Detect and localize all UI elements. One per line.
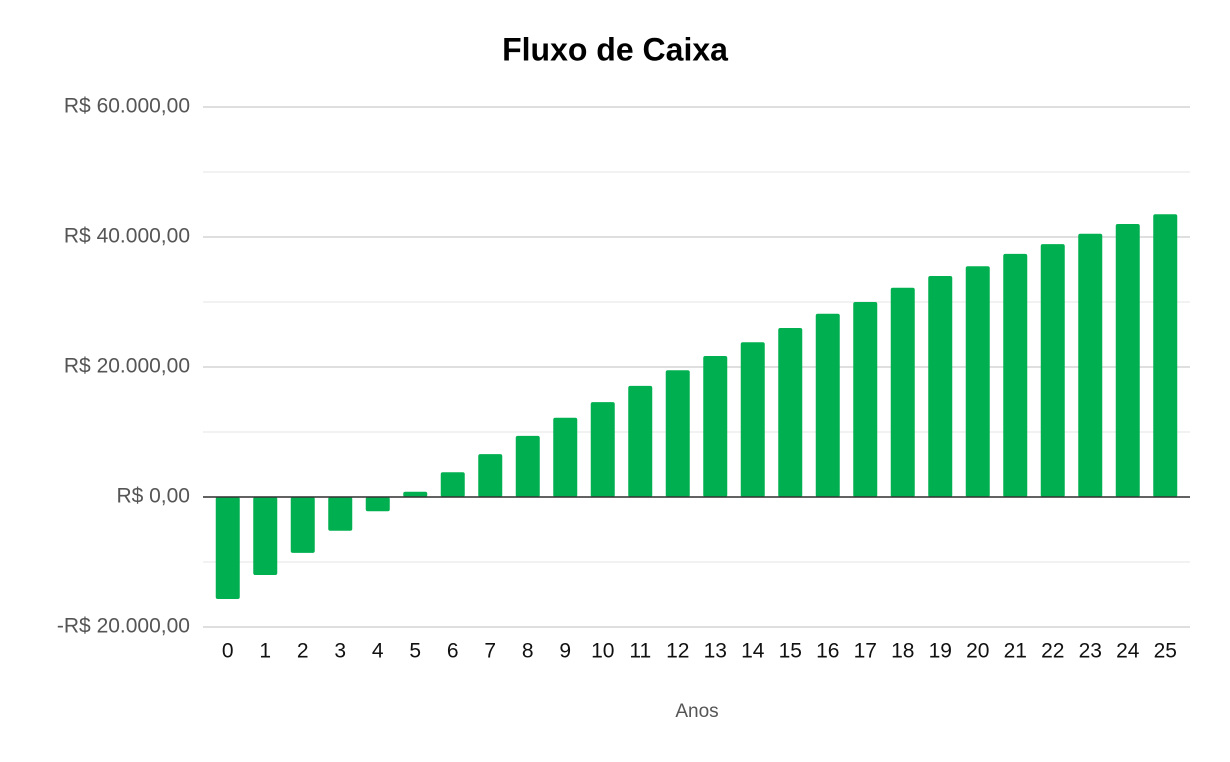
x-tick-label: 4 <box>372 640 384 663</box>
bar <box>215 497 240 600</box>
bar <box>778 328 803 497</box>
bar <box>703 355 728 497</box>
x-tick-label: 8 <box>522 640 534 663</box>
x-tick-label: 17 <box>854 640 877 663</box>
bar <box>590 402 615 497</box>
x-tick-label: 5 <box>409 640 421 663</box>
bar <box>1003 253 1028 497</box>
x-tick-label: 14 <box>741 640 765 663</box>
y-tick-label: R$ 0,00 <box>116 485 190 508</box>
bar <box>403 491 428 497</box>
bar <box>553 417 578 497</box>
y-tick-label: R$ 20.000,00 <box>64 355 190 378</box>
x-tick-label: 16 <box>816 640 839 663</box>
x-tick-label: 24 <box>1116 640 1140 663</box>
bar <box>328 497 353 531</box>
bar <box>1115 224 1140 497</box>
bar <box>740 342 765 497</box>
bar <box>965 266 990 497</box>
x-tick-label: 0 <box>222 640 234 663</box>
x-axis-label: Anos <box>675 701 718 722</box>
bar <box>515 435 540 497</box>
x-tick-label: 6 <box>447 640 459 663</box>
y-tick-label: R$ 60.000,00 <box>64 95 190 118</box>
x-tick-label: 12 <box>666 640 689 663</box>
x-tick-label: 7 <box>484 640 496 663</box>
bar <box>365 497 390 512</box>
bar <box>1040 244 1065 497</box>
x-tick-label: 23 <box>1079 640 1102 663</box>
x-tick-label: 20 <box>966 640 989 663</box>
bar <box>890 287 915 497</box>
x-tick-label: 13 <box>704 640 727 663</box>
x-tick-label: 15 <box>779 640 802 663</box>
bar <box>815 313 840 497</box>
y-tick-label: -R$ 20.000,00 <box>57 615 190 638</box>
x-tick-label: 18 <box>891 640 914 663</box>
bar <box>253 497 278 575</box>
x-tick-label: 22 <box>1041 640 1064 663</box>
x-tick-label: 10 <box>591 640 614 663</box>
bar <box>440 472 465 497</box>
x-tick-label: 19 <box>929 640 952 663</box>
bar <box>1078 233 1103 497</box>
x-tick-label: 21 <box>1004 640 1027 663</box>
x-tick-label: 25 <box>1154 640 1177 663</box>
y-tick-label: R$ 40.000,00 <box>64 225 190 248</box>
bar <box>665 370 690 497</box>
bar <box>1153 214 1178 497</box>
x-tick-label: 3 <box>334 640 346 663</box>
bar <box>853 302 878 497</box>
bar <box>928 276 953 497</box>
x-tick-label: 1 <box>259 640 271 663</box>
chart-title: Fluxo de Caixa <box>502 31 728 67</box>
bar <box>628 385 653 497</box>
bar <box>290 497 315 553</box>
x-tick-label: 11 <box>629 640 651 663</box>
x-tick-label: 9 <box>559 640 571 663</box>
bar <box>478 454 503 497</box>
x-tick-label: 2 <box>297 640 309 663</box>
